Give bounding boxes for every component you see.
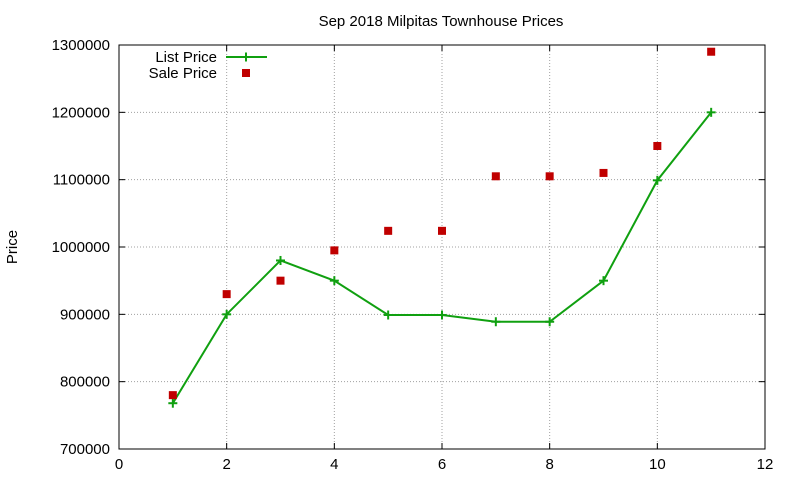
- sale-price-point: [276, 276, 285, 285]
- y-axis-label: Price: [4, 230, 21, 264]
- list-price-point: [222, 309, 232, 319]
- list-price-point: [276, 255, 285, 265]
- sale-price-point: [491, 172, 500, 181]
- sale-price-point: [330, 246, 339, 255]
- sale-price-point: [599, 168, 608, 177]
- list-price-point: [706, 107, 716, 117]
- legend-label-list-price: List Price: [155, 49, 217, 66]
- sale-price-point: [168, 391, 177, 400]
- chart-title: Sep 2018 Milpitas Townhouse Prices: [319, 13, 564, 30]
- x-tick-label: 4: [330, 456, 338, 473]
- sale-price-point: [384, 226, 393, 235]
- sale-price-point: [438, 226, 446, 235]
- series-layer: [168, 47, 716, 408]
- x-tick-label: 2: [222, 456, 230, 473]
- legend-swatch-marker-sale-price: [242, 69, 250, 77]
- y-tick-label: 700000: [60, 441, 110, 458]
- legend-label-sale-price: Sale Price: [149, 65, 217, 82]
- axis-layer: 0 2 4 6 8 10 12 700000 800000 900000 1000000 110000…: [52, 37, 774, 473]
- legend-swatch-marker-list-price: [241, 52, 251, 62]
- plot-frame: [118, 44, 766, 450]
- list-price-point: [491, 317, 501, 327]
- list-price-point: [168, 398, 178, 408]
- sale-price-point: [222, 290, 231, 299]
- sale-price-point: [545, 172, 554, 181]
- list-price-point: [652, 175, 662, 185]
- y-tick-label: 1200000: [52, 104, 110, 121]
- grid-layer: [119, 45, 765, 449]
- x-tick-label: 6: [438, 456, 446, 473]
- y-tick-label: 1300000: [52, 37, 110, 54]
- list-price-point: [545, 317, 555, 327]
- y-tick-label: 1000000: [52, 239, 110, 256]
- list-price-line: [171, 111, 712, 404]
- sale-price-point: [707, 47, 716, 56]
- y-tick-label: 900000: [60, 306, 110, 323]
- x-tick-label: 10: [649, 456, 666, 473]
- y-tick-label: 800000: [60, 374, 110, 391]
- x-tick-label: 12: [757, 456, 774, 473]
- sale-price-point: [653, 142, 662, 150]
- y-tick-label: 1100000: [53, 172, 110, 189]
- list-price-point: [599, 276, 608, 286]
- x-tick-label: 0: [115, 456, 123, 473]
- x-tick-label: 8: [545, 456, 553, 473]
- list-price-point: [329, 276, 339, 286]
- list-price-point: [383, 310, 393, 320]
- list-price-point: [437, 310, 447, 320]
